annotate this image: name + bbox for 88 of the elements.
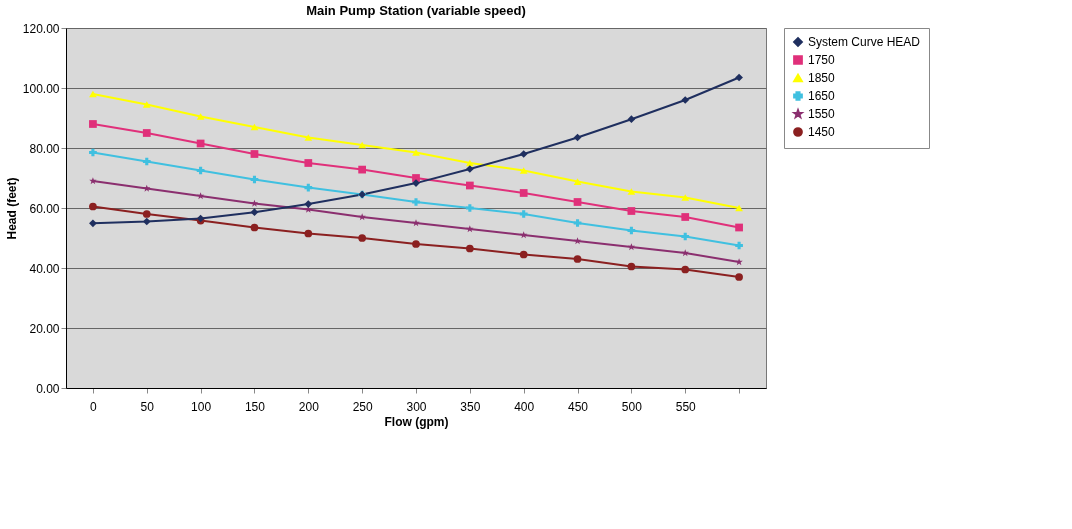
y-tick-label: 60.00 <box>29 201 60 216</box>
point <box>519 250 528 259</box>
x-tick-label: 150 <box>244 399 266 414</box>
point <box>519 167 528 174</box>
point <box>358 141 367 149</box>
point <box>573 255 582 263</box>
point <box>304 200 313 208</box>
point <box>412 219 420 227</box>
point <box>142 210 151 218</box>
legend-label: 1750 <box>808 53 836 67</box>
point <box>304 159 313 167</box>
point <box>142 101 151 108</box>
point <box>412 149 420 156</box>
point <box>681 213 690 221</box>
point <box>358 234 367 242</box>
y-tick-label: 120.00 <box>22 21 60 36</box>
point <box>196 113 205 120</box>
x-tick-label: 550 <box>675 399 697 414</box>
point <box>250 223 259 232</box>
point <box>412 198 420 206</box>
point <box>627 207 636 215</box>
y-tick-label: 80.00 <box>29 141 60 156</box>
point <box>627 188 636 195</box>
x-tick-label: 250 <box>352 399 373 414</box>
point <box>358 165 367 174</box>
point <box>466 225 474 233</box>
point <box>142 217 151 226</box>
point <box>735 73 743 82</box>
point <box>627 115 636 124</box>
x-tick-label: 450 <box>568 399 589 414</box>
point <box>519 189 528 197</box>
point <box>735 258 743 266</box>
x-tick-label: 350 <box>460 399 481 414</box>
y-tick-label: 20.00 <box>29 321 60 336</box>
x-tick-label: 100 <box>191 399 212 414</box>
y-tick-label: 100.00 <box>22 81 60 96</box>
x-tick-label: 300 <box>406 399 427 414</box>
point <box>573 219 582 227</box>
point <box>735 273 743 281</box>
chart-title: Main Pump Station (variable speed) <box>306 3 526 18</box>
point <box>304 183 313 192</box>
x-axis-title: Flow (gpm) <box>384 414 449 429</box>
point <box>573 178 582 185</box>
x-tick-label: 50 <box>140 399 155 414</box>
point <box>681 265 690 274</box>
point <box>89 120 97 128</box>
legend-label: 1550 <box>808 107 836 121</box>
point <box>519 210 528 218</box>
legend-label: 1850 <box>808 71 836 85</box>
point <box>304 134 313 141</box>
point <box>627 262 636 271</box>
x-tick-label: 200 <box>298 399 320 414</box>
point <box>465 244 474 253</box>
point <box>735 241 743 250</box>
point <box>250 199 259 207</box>
point <box>142 157 151 166</box>
point <box>250 150 259 158</box>
point <box>142 129 151 137</box>
point <box>89 219 97 228</box>
legend-label: 1650 <box>808 89 836 103</box>
point <box>304 229 313 238</box>
x-tick-label: 500 <box>621 399 643 414</box>
legend-label: System Curve HEAD <box>808 35 921 49</box>
point <box>412 174 420 182</box>
y-tick-label: 0.00 <box>36 381 60 396</box>
point <box>412 240 420 248</box>
point <box>681 194 690 201</box>
point <box>573 198 582 206</box>
point <box>465 181 474 190</box>
point <box>89 177 97 185</box>
legend-label: 1450 <box>808 125 836 139</box>
y-axis-title: Head (feet) <box>4 177 19 240</box>
point <box>681 232 690 241</box>
y-tick-label: 40.00 <box>29 261 60 276</box>
x-tick-label: 0 <box>90 399 98 414</box>
point <box>519 150 528 158</box>
point <box>681 96 690 104</box>
x-tick-label: 400 <box>514 399 535 414</box>
point <box>89 148 97 157</box>
point <box>465 165 474 173</box>
point <box>143 184 151 192</box>
point <box>250 208 259 217</box>
point <box>250 123 259 131</box>
point <box>735 223 743 232</box>
point <box>89 202 97 211</box>
point <box>465 204 474 212</box>
point <box>358 213 366 221</box>
point <box>681 249 689 257</box>
